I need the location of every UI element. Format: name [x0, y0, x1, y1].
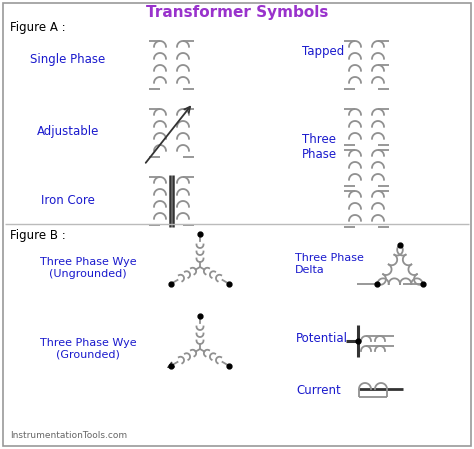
Text: Tapped: Tapped — [302, 44, 344, 57]
Text: Three Phase Wye
(Ungrounded): Three Phase Wye (Ungrounded) — [40, 257, 137, 279]
Text: Iron Core: Iron Core — [41, 194, 95, 207]
Text: InstrumentationTools.com: InstrumentationTools.com — [10, 431, 127, 440]
Text: Three Phase Wye
(Grounded): Three Phase Wye (Grounded) — [40, 338, 137, 360]
Text: Three
Phase: Three Phase — [302, 133, 337, 161]
Text: Transformer Symbols: Transformer Symbols — [146, 5, 328, 21]
Text: Figure A :: Figure A : — [10, 21, 65, 34]
Text: Current: Current — [296, 384, 341, 397]
Text: Adjustable: Adjustable — [37, 124, 99, 137]
Text: Figure B :: Figure B : — [10, 229, 66, 242]
Text: Three Phase
Delta: Three Phase Delta — [295, 253, 364, 275]
Text: Single Phase: Single Phase — [30, 53, 106, 66]
Text: Potential: Potential — [296, 333, 348, 345]
